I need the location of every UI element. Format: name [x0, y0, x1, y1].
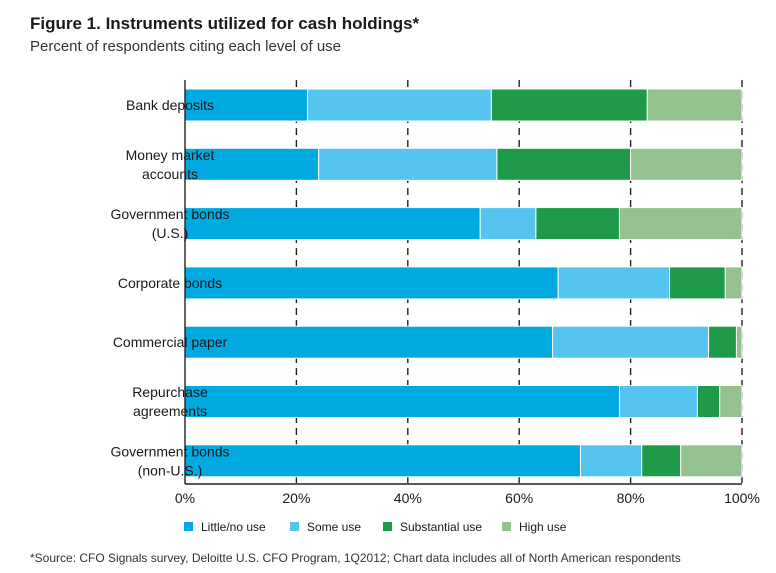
bar-segment — [580, 445, 641, 477]
bar-segment — [681, 445, 742, 477]
category-label: Money market — [126, 147, 215, 163]
bar-segment — [631, 148, 742, 180]
category-label: agreements — [133, 403, 207, 419]
bar-segment — [497, 148, 631, 180]
bar-segment — [480, 208, 536, 240]
source-footnote: *Source: CFO Signals survey, Deloitte U.… — [30, 551, 681, 565]
x-tick-label: 0% — [175, 490, 195, 506]
category-label: (non-U.S.) — [138, 462, 203, 478]
bar-segment — [558, 267, 669, 299]
bar-segment — [619, 208, 742, 240]
legend-swatch — [184, 522, 193, 531]
bar-segment — [308, 89, 492, 121]
legend-swatch — [383, 522, 392, 531]
bar-segment — [619, 386, 697, 418]
category-label: Commercial paper — [113, 334, 228, 350]
category-label: (U.S.) — [152, 225, 189, 241]
bar-segment — [697, 386, 719, 418]
x-tick-label: 20% — [282, 490, 310, 506]
legend-swatch — [502, 522, 511, 531]
bar-segment — [642, 445, 681, 477]
x-tick-label: 80% — [617, 490, 645, 506]
category-label: accounts — [142, 166, 198, 182]
x-tick-label: 100% — [724, 490, 760, 506]
bar-segment — [319, 148, 497, 180]
bar-segment — [185, 445, 580, 477]
x-tick-label: 40% — [394, 490, 422, 506]
bar-segment — [709, 326, 737, 358]
legend-label: Substantial use — [400, 520, 482, 534]
legend-label: Little/no use — [201, 520, 266, 534]
bar-segment — [185, 267, 558, 299]
category-label: Corporate bonds — [118, 275, 222, 291]
legend-swatch — [290, 522, 299, 531]
bar-segment — [647, 89, 742, 121]
x-tick-label: 60% — [505, 490, 533, 506]
category-label: Bank deposits — [126, 97, 214, 113]
bar-segment — [536, 208, 620, 240]
bar-segment — [670, 267, 726, 299]
bar-segment — [725, 267, 742, 299]
legend-label: High use — [519, 520, 567, 534]
bar-segment — [736, 326, 742, 358]
category-label: Government bonds — [110, 443, 229, 459]
bar-segment — [720, 386, 742, 418]
category-label: Repurchase — [132, 384, 208, 400]
bar-segment — [491, 89, 647, 121]
bar-segment — [553, 326, 709, 358]
legend-label: Some use — [307, 520, 361, 534]
bar-segment — [185, 326, 553, 358]
category-label: Government bonds — [110, 206, 229, 222]
bar-segment — [185, 386, 619, 418]
